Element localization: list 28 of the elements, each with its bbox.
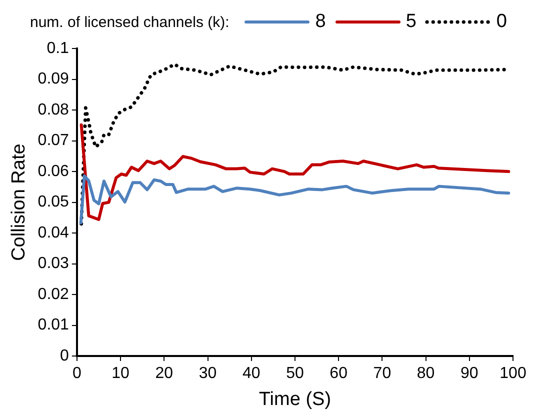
x-tick-label: 80 bbox=[416, 365, 435, 382]
y-axis-title: Collision Rate bbox=[8, 144, 30, 261]
x-tick-label: 90 bbox=[460, 365, 478, 382]
x-tick-label: 10 bbox=[112, 365, 130, 382]
y-tick-label: 0.05 bbox=[38, 194, 70, 211]
legend-label: 5 bbox=[406, 11, 416, 33]
legend-label: 0 bbox=[496, 11, 507, 33]
y-tick-label: 0.06 bbox=[38, 162, 70, 180]
legend-title: num. of licensed channels (k): bbox=[30, 14, 230, 30]
y-tick-label: 0.04 bbox=[38, 224, 70, 242]
legend-label: 8 bbox=[315, 11, 326, 33]
x-tick-label: 0 bbox=[72, 365, 82, 382]
x-tick-label: 60 bbox=[330, 365, 348, 382]
y-tick-label: 0.1 bbox=[46, 40, 70, 58]
y-tick-label: 0.07 bbox=[38, 132, 70, 150]
x-tick-label: 100 bbox=[500, 365, 526, 382]
x-tick-label: 50 bbox=[286, 365, 304, 382]
x-tick-label: 40 bbox=[242, 365, 260, 382]
x-axis-title: Time (S) bbox=[258, 388, 332, 410]
y-tick-label: 0.03 bbox=[38, 255, 70, 272]
y-tick-label: 0.02 bbox=[38, 286, 70, 303]
y-tick-label: 0.08 bbox=[38, 101, 70, 118]
x-tick-label: 30 bbox=[198, 365, 217, 382]
y-tick-label: 0.09 bbox=[38, 70, 70, 88]
x-tick-label: 20 bbox=[155, 365, 174, 382]
y-tick-label: 0 bbox=[60, 347, 70, 364]
y-tick-label: 0.01 bbox=[38, 316, 70, 334]
x-tick-label: 70 bbox=[373, 365, 392, 382]
